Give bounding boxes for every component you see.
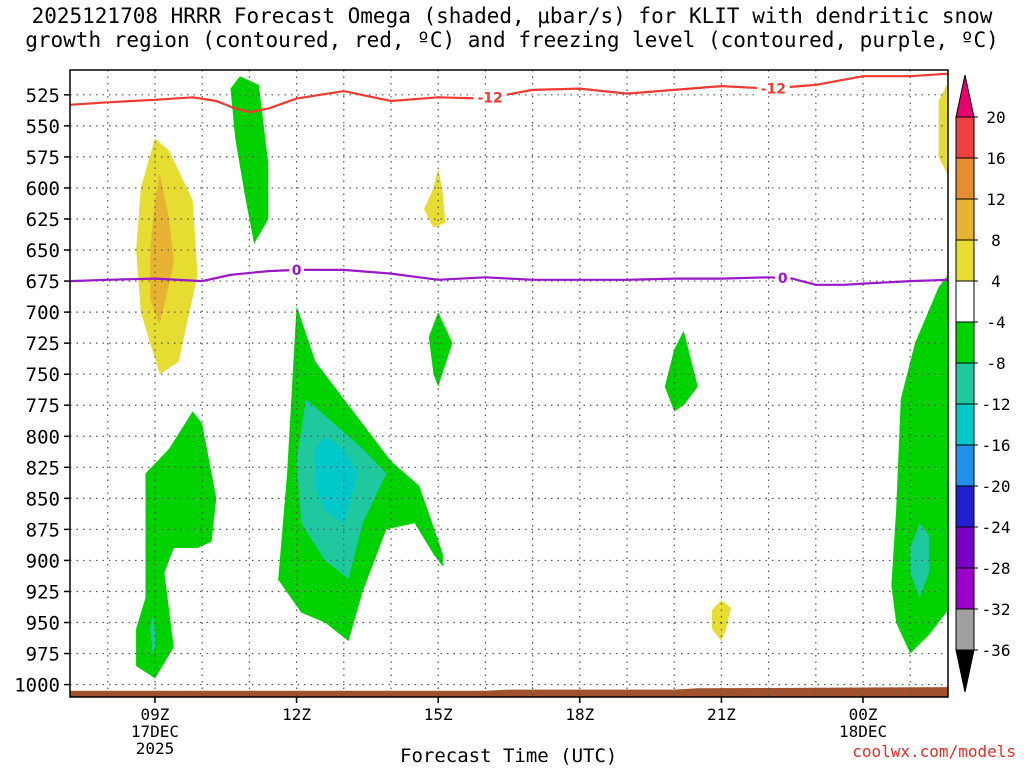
colorbar-segment-12_16 xyxy=(955,157,975,200)
terrain-layer xyxy=(70,687,948,697)
y-tick-label-675: 675 xyxy=(26,271,60,293)
omega-pos-4-8 (21Z, 945hPa) xyxy=(712,600,731,642)
colorbar-segment-8_12 xyxy=(955,198,975,241)
colorbar-label-0: 20 xyxy=(986,108,1005,127)
omega-neg-8-12 (01Z) xyxy=(910,523,930,598)
colorbar-segment-4_8 xyxy=(955,239,975,282)
colorbar-arrow-bottom xyxy=(955,649,975,693)
omega-pos-8-12 (09Z, 590-710hPa) xyxy=(150,173,174,325)
shaded-omega-layer xyxy=(136,76,948,679)
colorbar-segment--8_-4 xyxy=(955,321,975,364)
freezing-level 0C-label-bg-1 xyxy=(775,270,791,287)
colorbar-segment-16_20 xyxy=(955,116,975,159)
dendritic-growth -12C-label-bg-0 xyxy=(473,89,507,106)
chart-title-line1: 2025121708 HRRR Forecast Omega (shaded, … xyxy=(31,4,993,28)
x-tick-label-24-1: 18DEC xyxy=(839,722,887,741)
y-tick-label-725: 725 xyxy=(26,333,60,355)
colorbar-label-11: -28 xyxy=(982,559,1011,578)
y-tick-label-925: 925 xyxy=(26,581,60,603)
y-tick-label-900: 900 xyxy=(26,550,60,572)
credit-text: coolwx.com/models xyxy=(852,742,1016,761)
omega-neg-8-12 (09Z low) xyxy=(150,616,155,654)
y-tick-label-850: 850 xyxy=(26,488,60,510)
y-tick-label-700: 700 xyxy=(26,302,60,324)
y-tick-label-800: 800 xyxy=(26,426,60,448)
axes-layer: 525 550 575 600 625 650 675 700 725 750 775 800 825 8… xyxy=(14,85,887,758)
y-tick-label-825: 825 xyxy=(26,457,60,479)
omega-neg-4-8 (20-21Z) xyxy=(664,330,698,412)
chart-title: 2025121708 HRRR Forecast Omega (shaded, … xyxy=(0,4,1024,52)
colorbar-segment--12_-8 xyxy=(955,362,975,405)
omega-neg-12-16 (12-14Z) xyxy=(315,436,358,524)
colorbar-segment--32_-28 xyxy=(955,567,975,610)
dendritic-growth -12C-line xyxy=(69,72,949,114)
x-tick-label-9-2: 2025 xyxy=(136,739,175,758)
y-tick-label-575: 575 xyxy=(26,147,60,169)
omega-neg-4-8 (00-02Z) xyxy=(891,274,948,654)
colorbar-segment--16_-12 xyxy=(955,403,975,446)
colorbar-label-8: -16 xyxy=(982,436,1011,455)
x-tick-label-9-1: 17DEC xyxy=(131,722,179,741)
y-tick-label-750: 750 xyxy=(26,364,60,386)
dendritic-growth -12C-label-0: -12 xyxy=(477,91,502,107)
omega-neg-4-8 (15Z mid) xyxy=(428,312,453,387)
y-tick-label-1000: 1000 xyxy=(14,675,60,697)
x-axis-label: Forecast Time (UTC) xyxy=(400,745,618,767)
x-tick-label-15-0: 15Z xyxy=(424,705,453,724)
y-tick-label-875: 875 xyxy=(26,519,60,541)
colorbar-arrow-top xyxy=(955,74,975,118)
x-tick-label-12-0: 12Z xyxy=(282,705,311,724)
colorbar-label-12: -32 xyxy=(982,600,1011,619)
colorbar-label-10: -24 xyxy=(982,518,1011,537)
omega-neg-4-8 (10-11Z column) xyxy=(230,76,269,244)
terrain-ground xyxy=(70,687,948,697)
colorbar-label-6: -8 xyxy=(986,354,1005,373)
colorbar-label-9: -20 xyxy=(982,477,1011,496)
colorbar-segment--36_-32 xyxy=(955,608,975,651)
colorbar-label-13: -36 xyxy=(982,641,1011,660)
y-tick-label-775: 775 xyxy=(26,395,60,417)
y-tick-label-550: 550 xyxy=(26,116,60,138)
y-tick-label-625: 625 xyxy=(26,209,60,231)
omega-pos-4-8 (15Z, 585-630hPa) xyxy=(424,168,446,228)
colorbar-label-3: 8 xyxy=(991,231,1001,250)
x-tick-label-9-0: 09Z xyxy=(141,705,170,724)
y-tick-label-975: 975 xyxy=(26,644,60,666)
colorbar-label-1: 16 xyxy=(986,149,1005,168)
grid-layer xyxy=(70,70,948,697)
chart-title-line2: growth region (contoured, red, ºC) and f… xyxy=(25,28,999,52)
plot-frame xyxy=(69,69,949,698)
colorbar-label-7: -12 xyxy=(982,395,1011,414)
colorbar-segment--4_4 xyxy=(955,280,975,323)
omega-neg-4-8 (09Z low) xyxy=(136,411,217,679)
freezing-level 0C-label-0: 0 xyxy=(292,263,302,279)
colorbar-label-4: 4 xyxy=(991,272,1001,291)
colorbar: 20 16 12 8 4 -4 -8 -12 -16 -20 -24 -28 -32 -36 xyxy=(955,74,1011,693)
freezing-level 0C-line xyxy=(69,268,949,286)
colorbar-segment--28_-24 xyxy=(955,526,975,569)
omega-pos-4-8 (top-right) xyxy=(938,82,948,176)
x-tick-label-18-0: 18Z xyxy=(565,705,594,724)
colorbar-label-2: 12 xyxy=(986,190,1005,209)
x-tick-label-21-0: 21Z xyxy=(707,705,736,724)
colorbar-segment--20_-16 xyxy=(955,444,975,487)
freezing-level 0C-label-bg-0 xyxy=(289,261,305,278)
dendritic-growth -12C-label-bg-1 xyxy=(756,80,790,97)
y-tick-label-525: 525 xyxy=(26,85,60,107)
contour-layer: -12 -12 0 0 xyxy=(69,72,949,287)
freezing-level 0C-label-1: 0 xyxy=(778,271,788,287)
dendritic-growth -12C-label-1: -12 xyxy=(761,81,786,97)
colorbar-segment--24_-20 xyxy=(955,485,975,528)
colorbar-label-5: -4 xyxy=(986,313,1005,332)
y-tick-label-950: 950 xyxy=(26,613,60,635)
y-tick-label-650: 650 xyxy=(26,240,60,262)
y-tick-label-600: 600 xyxy=(26,178,60,200)
x-tick-label-24-0: 00Z xyxy=(849,705,878,724)
